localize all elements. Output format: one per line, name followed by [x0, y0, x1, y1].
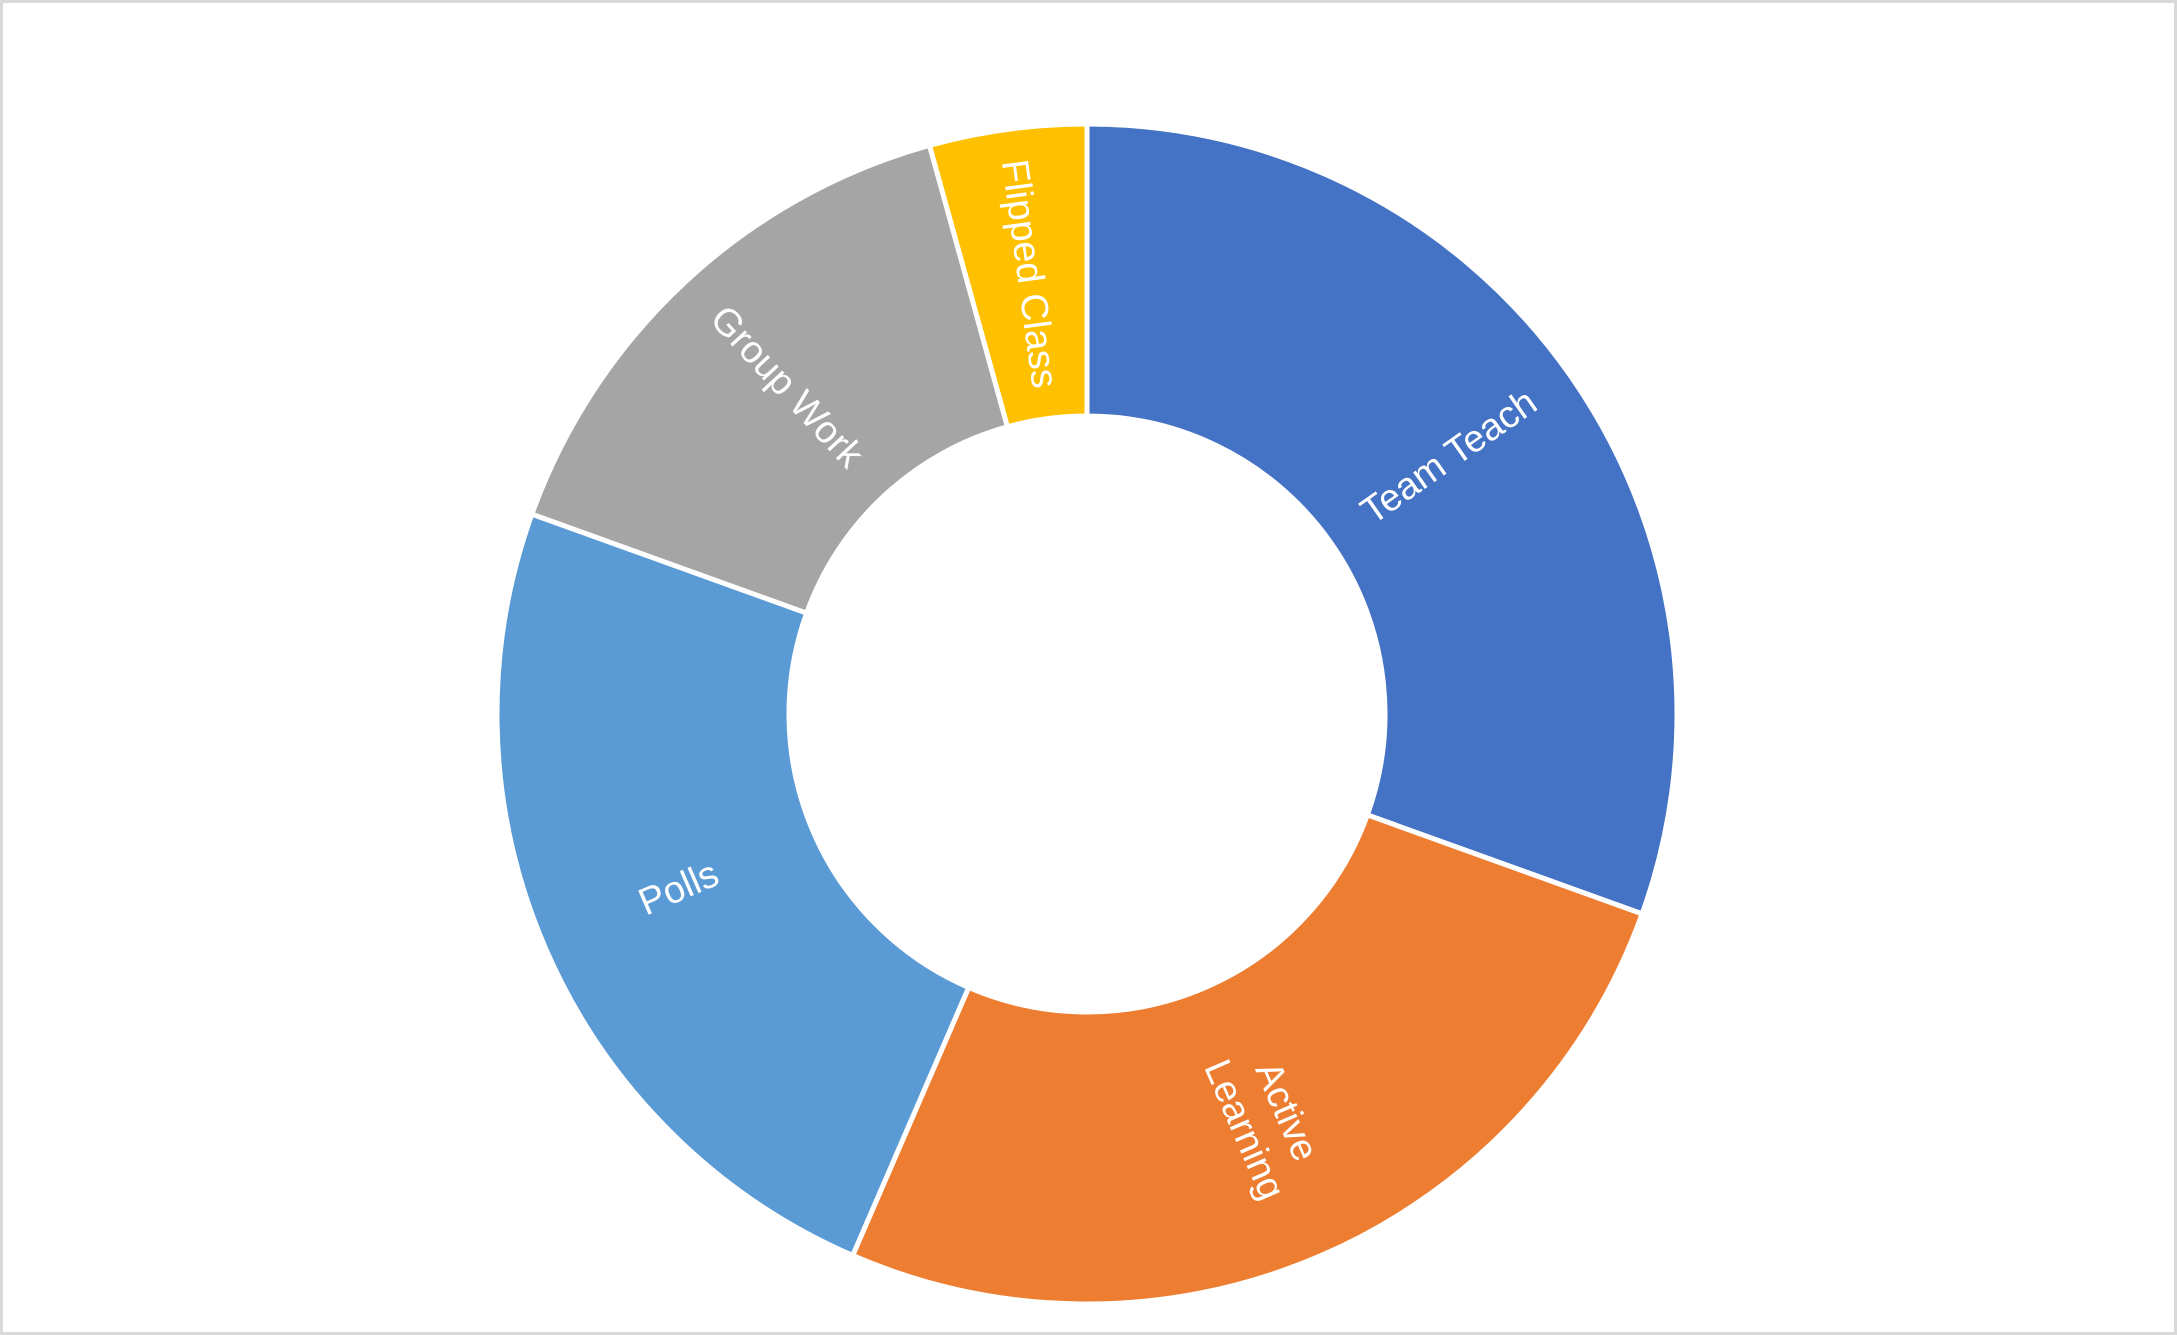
donut-slice [494, 510, 972, 1259]
donut-slice [849, 811, 1646, 1307]
donut-slice [1084, 121, 1680, 918]
donut-slice [926, 121, 1090, 430]
donut-slice [528, 142, 1011, 617]
